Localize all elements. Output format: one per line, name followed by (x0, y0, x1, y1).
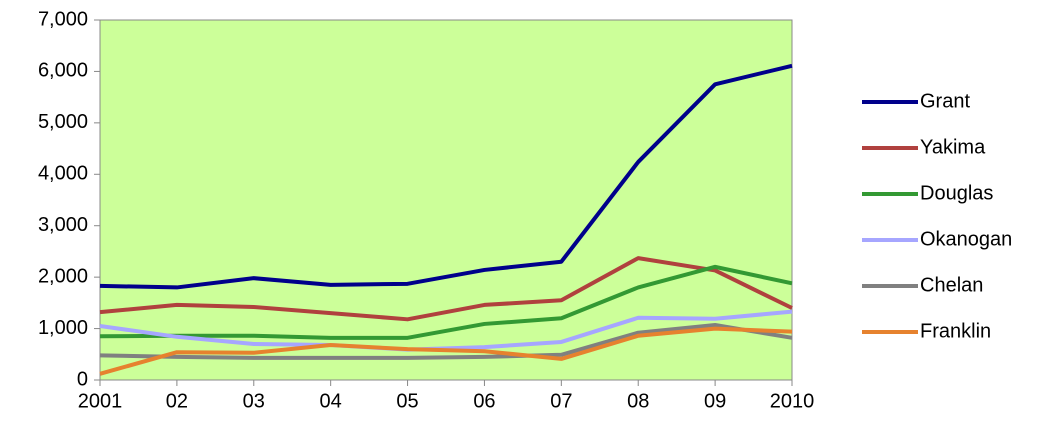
series-line (99, 256, 793, 322)
legend-label: Okanogan (920, 228, 1012, 250)
series-line (99, 326, 793, 376)
legend-label: Grant (920, 90, 970, 112)
x-tick-label: 06 (473, 390, 495, 412)
x-tick-label: 03 (243, 390, 265, 412)
series-line (99, 63, 793, 290)
x-tick-label: 09 (704, 390, 726, 412)
x-tick-label: 2010 (770, 390, 815, 412)
legend-label: Franklin (920, 320, 991, 342)
y-tick-label: 3,000 (38, 214, 88, 236)
x-tick-label: 2001 (78, 390, 123, 412)
y-tick-label: 5,000 (38, 111, 88, 133)
x-tick-label: 05 (396, 390, 418, 412)
x-tick-label: 04 (320, 390, 342, 412)
x-tick-label: 07 (550, 390, 572, 412)
y-tick-label: 6,000 (38, 60, 88, 82)
legend-label: Chelan (920, 274, 983, 296)
series-line (99, 322, 793, 360)
x-tick-label: 08 (627, 390, 649, 412)
legend-label: Yakima (920, 136, 986, 158)
x-tick-label: 02 (166, 390, 188, 412)
y-tick-label: 0 (77, 368, 88, 390)
y-tick-label: 1,000 (38, 317, 88, 339)
y-tick-label: 2,000 (38, 265, 88, 287)
y-tick-label: 7,000 (38, 8, 88, 30)
legend-label: Douglas (920, 182, 993, 204)
y-tick-label: 4,000 (38, 163, 88, 185)
series-line (99, 264, 793, 340)
